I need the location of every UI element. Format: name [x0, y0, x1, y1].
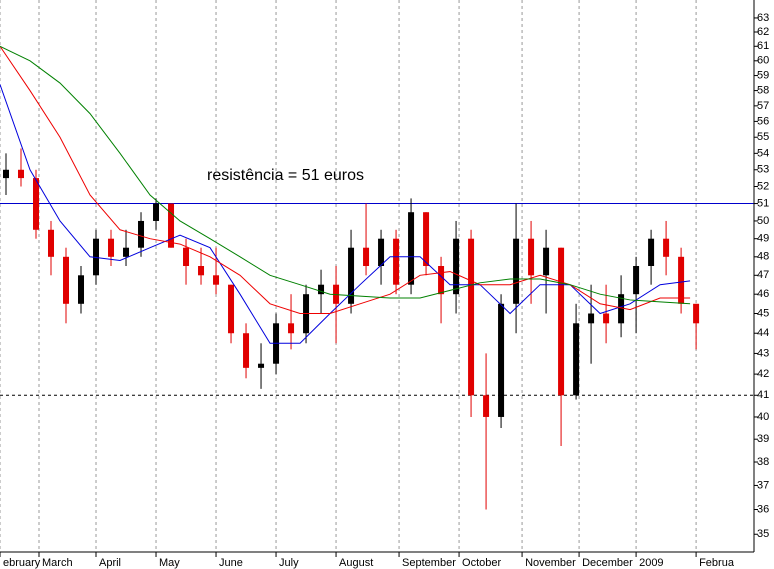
candle-body	[258, 363, 265, 368]
candle-body	[33, 178, 40, 230]
candle-body	[543, 247, 550, 276]
y-tick-label: 42	[757, 368, 769, 380]
y-tick-label: 45	[757, 307, 769, 319]
candle-body	[108, 238, 115, 257]
candle-body	[438, 266, 445, 295]
y-tick-label: 61	[757, 40, 769, 52]
candle-body	[213, 275, 220, 285]
candle-body	[558, 247, 565, 396]
candle-body	[603, 313, 610, 324]
candle-body	[453, 238, 460, 295]
y-tick-label: 46	[757, 288, 769, 300]
candle-body	[618, 294, 625, 324]
x-tick-label: April	[99, 557, 121, 569]
candle-body	[93, 238, 100, 276]
candle-body	[573, 323, 580, 396]
candle-body	[513, 238, 520, 304]
y-tick-label: 48	[757, 251, 769, 263]
x-tick-label: Februa	[699, 557, 735, 569]
x-tick-label: June	[219, 557, 243, 569]
x-tick-label: 2009	[639, 557, 663, 569]
x-tick-label: May	[159, 557, 180, 569]
candle-body	[648, 238, 655, 267]
moving-average	[0, 45, 691, 305]
candle-body	[393, 238, 400, 285]
candle-body	[663, 238, 670, 257]
y-tick-label: 56	[757, 115, 769, 127]
candle-body	[153, 203, 160, 221]
candle-body	[588, 313, 595, 324]
candle-body	[78, 275, 85, 304]
candle-body	[63, 256, 70, 304]
x-tick-label: December	[582, 557, 633, 569]
y-tick-label: 38	[757, 456, 769, 468]
y-tick-label: 49	[757, 233, 769, 245]
candle-body	[288, 323, 295, 334]
y-tick-label: 54	[757, 147, 769, 159]
y-tick-label: 51	[757, 197, 769, 209]
candle-body	[228, 284, 235, 334]
y-tick-label: 44	[757, 327, 769, 339]
candle-body	[18, 169, 25, 179]
candle-body	[408, 212, 415, 285]
y-tick-label: 40	[757, 411, 769, 423]
x-tick-label: March	[42, 557, 73, 569]
candle-body	[363, 247, 370, 267]
x-tick-label: November	[525, 557, 576, 569]
y-tick-label: 43	[757, 347, 769, 359]
y-tick-label: 53	[757, 164, 769, 176]
y-tick-label: 62	[757, 26, 769, 38]
candle-body	[678, 256, 685, 304]
y-tick-label: 63	[757, 12, 769, 24]
candle-body	[423, 212, 430, 267]
candle-body	[3, 169, 10, 179]
candle-body	[528, 238, 535, 276]
candle-body	[48, 229, 55, 257]
candle-body	[318, 284, 325, 295]
y-tick-label: 37	[757, 479, 769, 491]
candle-body	[348, 247, 355, 304]
y-tick-label: 59	[757, 69, 769, 81]
y-tick-label: 58	[757, 84, 769, 96]
candle-body	[693, 303, 700, 324]
y-tick-label: 50	[757, 215, 769, 227]
x-tick-label: July	[279, 557, 299, 569]
x-tick-label: ebruary	[3, 557, 41, 569]
candle-body	[183, 247, 190, 267]
candle-body	[498, 303, 505, 417]
y-tick-label: 39	[757, 433, 769, 445]
candle-body	[138, 220, 145, 248]
y-tick-label: 41	[757, 389, 769, 401]
y-tick-label: 60	[757, 55, 769, 67]
candle-body	[198, 266, 205, 276]
x-tick-label: August	[339, 557, 373, 569]
x-tick-label: October	[462, 557, 501, 569]
candle-body	[468, 238, 475, 396]
candle-body	[378, 238, 385, 267]
y-tick-label: 47	[757, 269, 769, 281]
moving-average	[0, 84, 691, 344]
y-tick-label: 57	[757, 100, 769, 112]
y-tick-label: 55	[757, 131, 769, 143]
y-tick-label: 52	[757, 180, 769, 192]
candle-body	[243, 333, 250, 368]
candle-body	[168, 203, 175, 248]
moving-average	[0, 45, 691, 314]
y-tick-label: 36	[757, 503, 769, 515]
candle-body	[483, 395, 490, 417]
candle-body	[633, 266, 640, 295]
candle-body	[123, 247, 130, 257]
annotation: resistência = 51 euros	[207, 167, 364, 184]
y-tick-label: 35	[757, 528, 769, 540]
x-tick-label: September	[402, 557, 456, 569]
